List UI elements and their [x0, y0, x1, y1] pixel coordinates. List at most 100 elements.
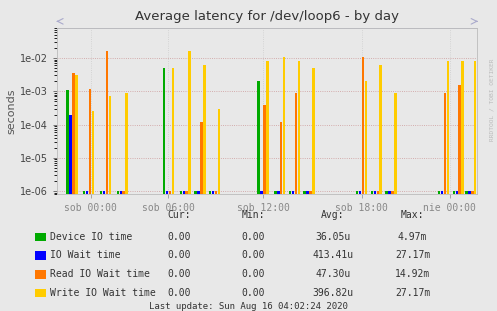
Text: Cur:: Cur:: [167, 210, 191, 220]
Text: 47.30u: 47.30u: [316, 269, 350, 279]
Bar: [212, 191, 214, 194]
Bar: [292, 191, 294, 194]
Bar: [106, 51, 108, 194]
Bar: [72, 73, 75, 194]
Bar: [377, 191, 379, 194]
Bar: [385, 191, 388, 194]
Bar: [458, 86, 461, 194]
Bar: [260, 191, 263, 194]
Bar: [197, 191, 200, 194]
Text: Min:: Min:: [242, 210, 265, 220]
Bar: [69, 114, 72, 194]
Bar: [441, 191, 443, 194]
Bar: [374, 191, 376, 194]
Bar: [298, 61, 300, 194]
Text: 396.82u: 396.82u: [313, 288, 353, 298]
Bar: [371, 191, 373, 194]
Bar: [263, 104, 266, 194]
Bar: [194, 191, 197, 194]
Bar: [168, 191, 171, 194]
Bar: [312, 68, 315, 194]
Text: 0.00: 0.00: [167, 288, 191, 298]
Bar: [461, 61, 464, 194]
Bar: [283, 57, 285, 194]
Bar: [200, 122, 203, 194]
Text: IO Wait time: IO Wait time: [50, 250, 120, 260]
Bar: [179, 191, 182, 194]
Bar: [209, 191, 212, 194]
Text: 4.97m: 4.97m: [398, 232, 427, 242]
Bar: [185, 191, 188, 194]
Bar: [307, 191, 309, 194]
Bar: [117, 191, 119, 194]
Text: Max:: Max:: [401, 210, 424, 220]
Bar: [75, 76, 78, 194]
Bar: [266, 61, 268, 194]
Text: 27.17m: 27.17m: [395, 288, 430, 298]
Bar: [89, 89, 91, 194]
Text: Device IO time: Device IO time: [50, 232, 132, 242]
Bar: [280, 122, 282, 194]
Bar: [295, 93, 297, 194]
Bar: [122, 191, 125, 194]
Bar: [83, 191, 85, 194]
Y-axis label: seconds: seconds: [6, 88, 16, 134]
Bar: [356, 191, 358, 194]
Bar: [309, 191, 312, 194]
Bar: [166, 191, 168, 194]
Bar: [365, 81, 367, 194]
Bar: [277, 191, 279, 194]
Bar: [100, 191, 102, 194]
Bar: [362, 57, 364, 194]
Title: Average latency for /dev/loop6 - by day: Average latency for /dev/loop6 - by day: [135, 10, 399, 23]
Bar: [163, 68, 166, 194]
Text: 0.00: 0.00: [167, 269, 191, 279]
Bar: [109, 96, 111, 194]
Bar: [203, 65, 206, 194]
Bar: [456, 191, 458, 194]
Text: Last update: Sun Aug 16 04:02:24 2020: Last update: Sun Aug 16 04:02:24 2020: [149, 301, 348, 310]
Bar: [125, 93, 128, 194]
Bar: [86, 191, 88, 194]
Text: 413.41u: 413.41u: [313, 250, 353, 260]
Bar: [171, 68, 174, 194]
Bar: [120, 191, 122, 194]
Bar: [188, 51, 191, 194]
Text: Avg:: Avg:: [321, 210, 345, 220]
Text: 36.05u: 36.05u: [316, 232, 350, 242]
Bar: [257, 81, 260, 194]
Text: 27.17m: 27.17m: [395, 250, 430, 260]
Bar: [447, 61, 449, 194]
Text: 0.00: 0.00: [167, 232, 191, 242]
Bar: [394, 93, 397, 194]
Bar: [66, 90, 69, 194]
Bar: [465, 191, 468, 194]
Text: 0.00: 0.00: [167, 250, 191, 260]
Bar: [92, 111, 94, 194]
Text: RRDTOOL / TOBI OETIKER: RRDTOOL / TOBI OETIKER: [490, 58, 495, 141]
Bar: [182, 191, 185, 194]
Bar: [103, 191, 105, 194]
Text: 0.00: 0.00: [242, 232, 265, 242]
Text: 0.00: 0.00: [242, 269, 265, 279]
Bar: [444, 93, 446, 194]
Bar: [453, 191, 455, 194]
Text: Write IO Wait time: Write IO Wait time: [50, 288, 156, 298]
Bar: [391, 191, 394, 194]
Bar: [359, 191, 361, 194]
Bar: [304, 191, 306, 194]
Text: 0.00: 0.00: [242, 250, 265, 260]
Bar: [468, 191, 471, 194]
Bar: [215, 191, 217, 194]
Bar: [274, 191, 276, 194]
Text: 0.00: 0.00: [242, 288, 265, 298]
Bar: [380, 65, 382, 194]
Bar: [218, 109, 220, 194]
Bar: [289, 191, 291, 194]
Bar: [471, 191, 474, 194]
Text: 14.92m: 14.92m: [395, 269, 430, 279]
Bar: [438, 191, 440, 194]
Bar: [388, 191, 391, 194]
Text: Read IO Wait time: Read IO Wait time: [50, 269, 150, 279]
Bar: [474, 61, 477, 194]
